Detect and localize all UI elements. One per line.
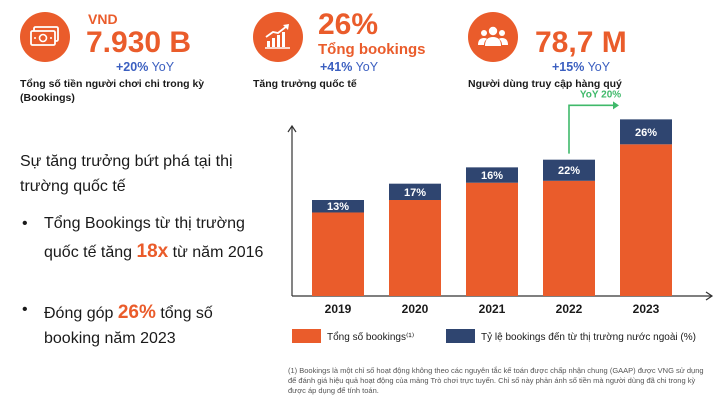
x-tick-2023: 2023 — [633, 302, 660, 316]
bullet-intl-growth: • Tổng Bookings từ thị trường quốc tế tă… — [20, 212, 270, 266]
kpi-intl-desc: Tăng trưởng quốc tế — [253, 78, 357, 90]
legend-label-bookings: Tổng số bookings⁽¹⁾ — [327, 331, 414, 343]
y-axis-arrow — [287, 124, 297, 133]
x-tick-2021: 2021 — [479, 302, 506, 316]
bullet-dot: • — [22, 215, 28, 232]
kpi-users-desc: Người dùng truy cập hàng quý — [468, 78, 622, 90]
x-axis-arrow — [705, 291, 714, 301]
bar-intl-share-2022 — [543, 159, 595, 181]
bar-bookings-2021 — [466, 182, 518, 296]
kpi-users-yoy: +15% YoY — [552, 60, 611, 74]
share-label-2020: 17% — [404, 187, 426, 199]
kpi-bookings-value: 7.930 B — [86, 26, 192, 59]
x-tick-2020: 2020 — [402, 302, 429, 316]
kpi-users-value: 78,7 M — [535, 26, 627, 59]
bar-intl-share-2019 — [312, 200, 364, 213]
bullet-dot: • — [22, 301, 28, 318]
footnote: (1) Bookings là một chỉ số hoạt động khô… — [288, 366, 704, 396]
kpi-bookings-yoy: +20% YoY — [116, 60, 175, 74]
bar-bookings-2023 — [620, 144, 672, 296]
money-icon — [20, 12, 70, 62]
users-icon — [468, 12, 518, 62]
bar-bookings-2019 — [312, 212, 364, 296]
share-label-2019: 13% — [327, 201, 349, 213]
growth-chart-icon — [253, 12, 303, 62]
share-label-2023: 26% — [635, 127, 657, 139]
highlight-18x: 18x — [136, 240, 169, 262]
bar-intl-share-2023 — [620, 119, 672, 145]
highlight-26pct: 26% — [117, 302, 156, 323]
kpi-bookings-desc: Tổng số tiền người chơi chi trong kỳ (Bo… — [20, 78, 205, 104]
bullet-contribution: • Đóng góp 26% tổng số booking năm 2023 — [20, 298, 270, 352]
section-title: Sự tăng trưởng bứt phá tại thị trường qu… — [20, 153, 233, 195]
bar-intl-share-2020 — [389, 183, 441, 200]
x-tick-2022: 2022 — [556, 302, 583, 316]
legend-label-intl-share: Tỷ lệ bookings đến từ thị trường nước ng… — [481, 331, 696, 343]
legend-swatch-bookings — [292, 329, 321, 343]
x-tick-2019: 2019 — [325, 302, 352, 316]
kpi-currency: VND — [88, 11, 118, 27]
share-label-2022: 22% — [558, 165, 580, 177]
kpi-intl-yoy: +41% YoY — [320, 60, 379, 74]
bar-intl-share-2021 — [466, 167, 518, 183]
yoy-arrow-line — [568, 104, 614, 154]
kpi-intl-value: 26% — [318, 8, 379, 41]
share-label-2021: 16% — [481, 170, 503, 182]
legend-swatch-intl-share — [446, 329, 475, 343]
yoy-arrow-head — [613, 101, 619, 110]
bar-bookings-2022 — [543, 180, 595, 296]
kpi-intl-label: Tổng bookings — [318, 41, 426, 58]
bar-bookings-2020 — [389, 200, 441, 296]
